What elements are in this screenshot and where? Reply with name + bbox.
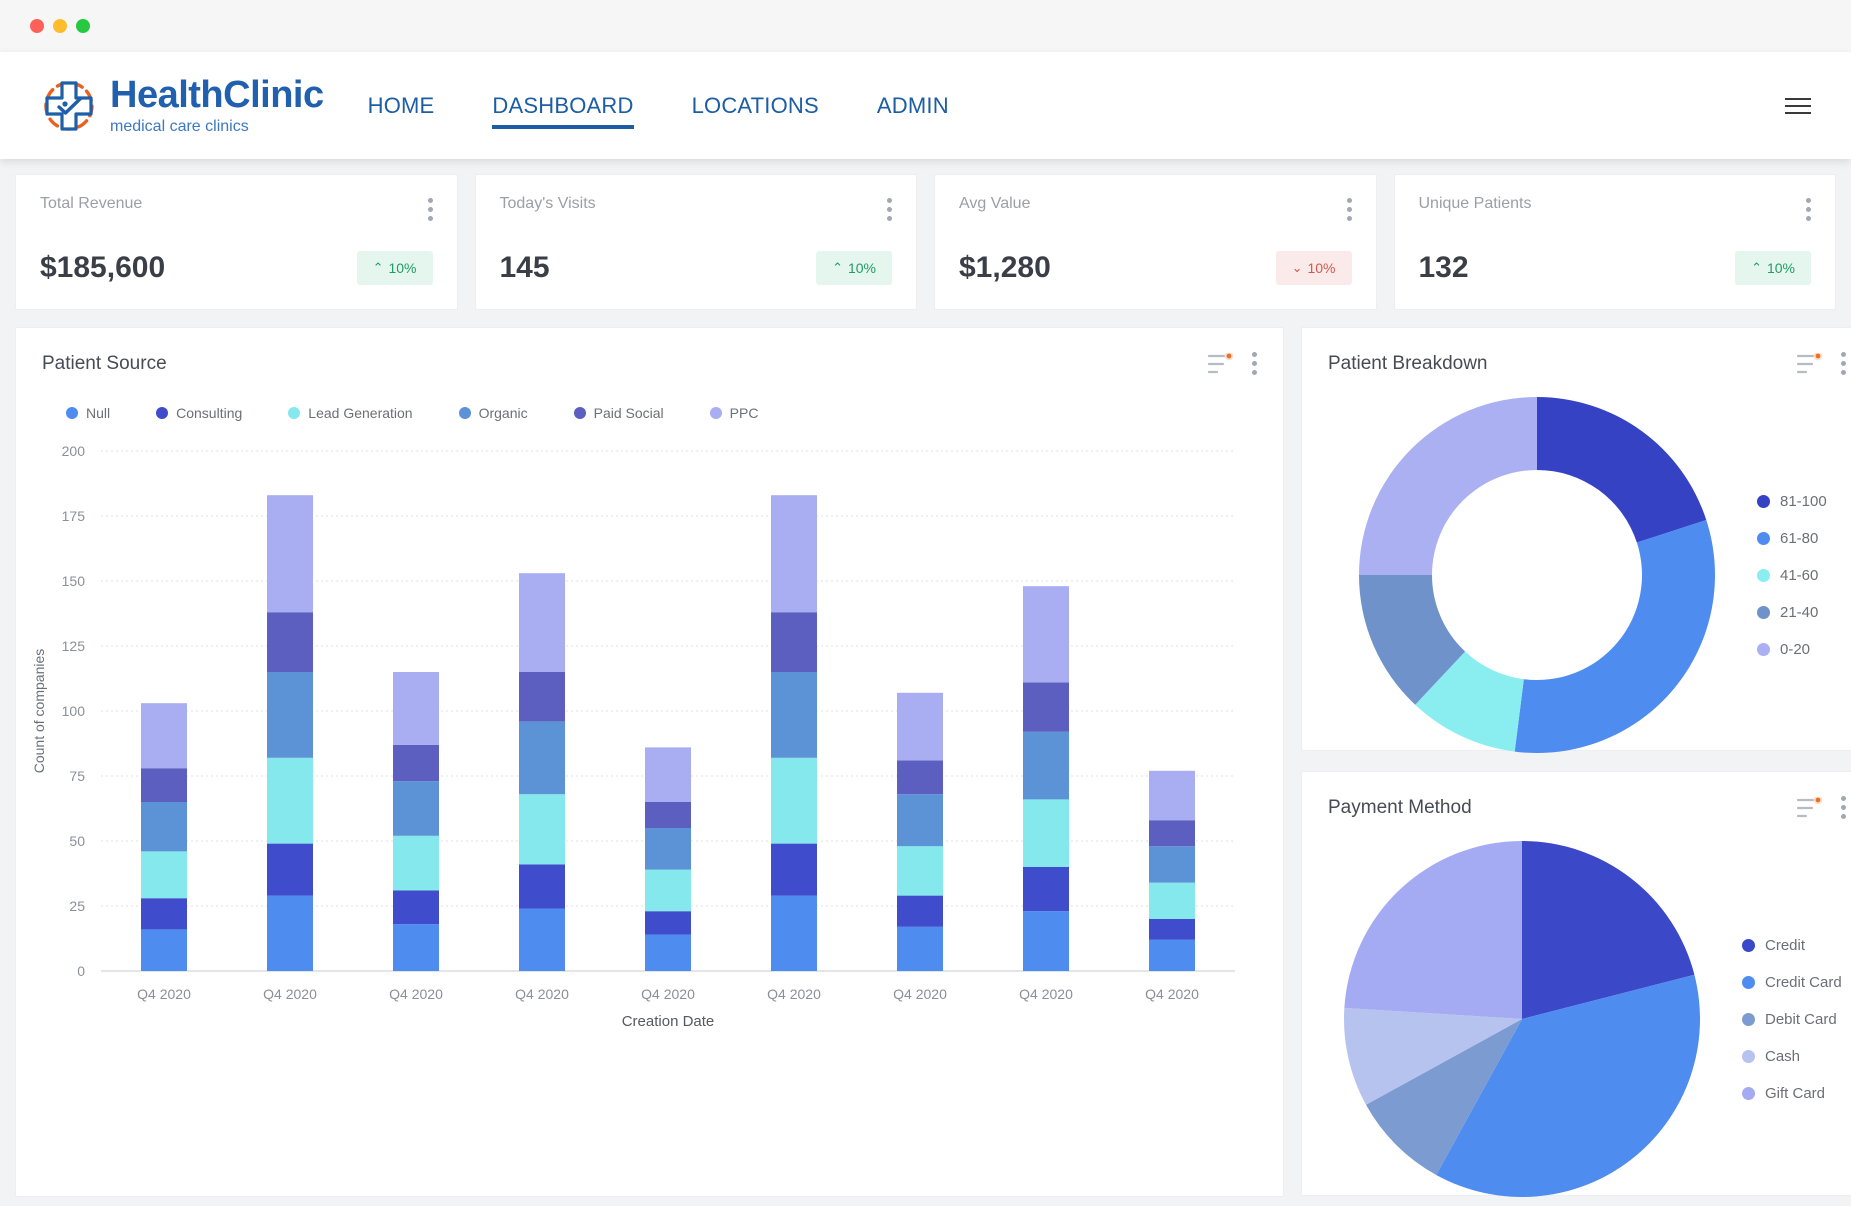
svg-text:175: 175 (62, 508, 86, 524)
svg-text:Q4 2020: Q4 2020 (641, 986, 695, 1002)
svg-text:Q4 2020: Q4 2020 (515, 986, 569, 1002)
svg-text:Count of companies: Count of companies (31, 649, 47, 774)
svg-text:125: 125 (62, 638, 86, 654)
svg-text:0: 0 (77, 963, 85, 979)
svg-text:50: 50 (69, 833, 85, 849)
svg-text:25: 25 (69, 898, 85, 914)
svg-text:Q4 2020: Q4 2020 (767, 986, 821, 1002)
svg-text:Q4 2020: Q4 2020 (1145, 986, 1199, 1002)
svg-text:200: 200 (62, 443, 86, 459)
svg-text:75: 75 (69, 768, 85, 784)
svg-text:150: 150 (62, 573, 86, 589)
svg-text:100: 100 (62, 703, 86, 719)
svg-text:Q4 2020: Q4 2020 (1019, 986, 1073, 1002)
svg-text:Q4 2020: Q4 2020 (893, 986, 947, 1002)
svg-text:Q4 2020: Q4 2020 (137, 986, 191, 1002)
svg-text:Q4 2020: Q4 2020 (263, 986, 317, 1002)
svg-text:Q4 2020: Q4 2020 (389, 986, 443, 1002)
svg-text:Creation Date: Creation Date (622, 1013, 715, 1030)
